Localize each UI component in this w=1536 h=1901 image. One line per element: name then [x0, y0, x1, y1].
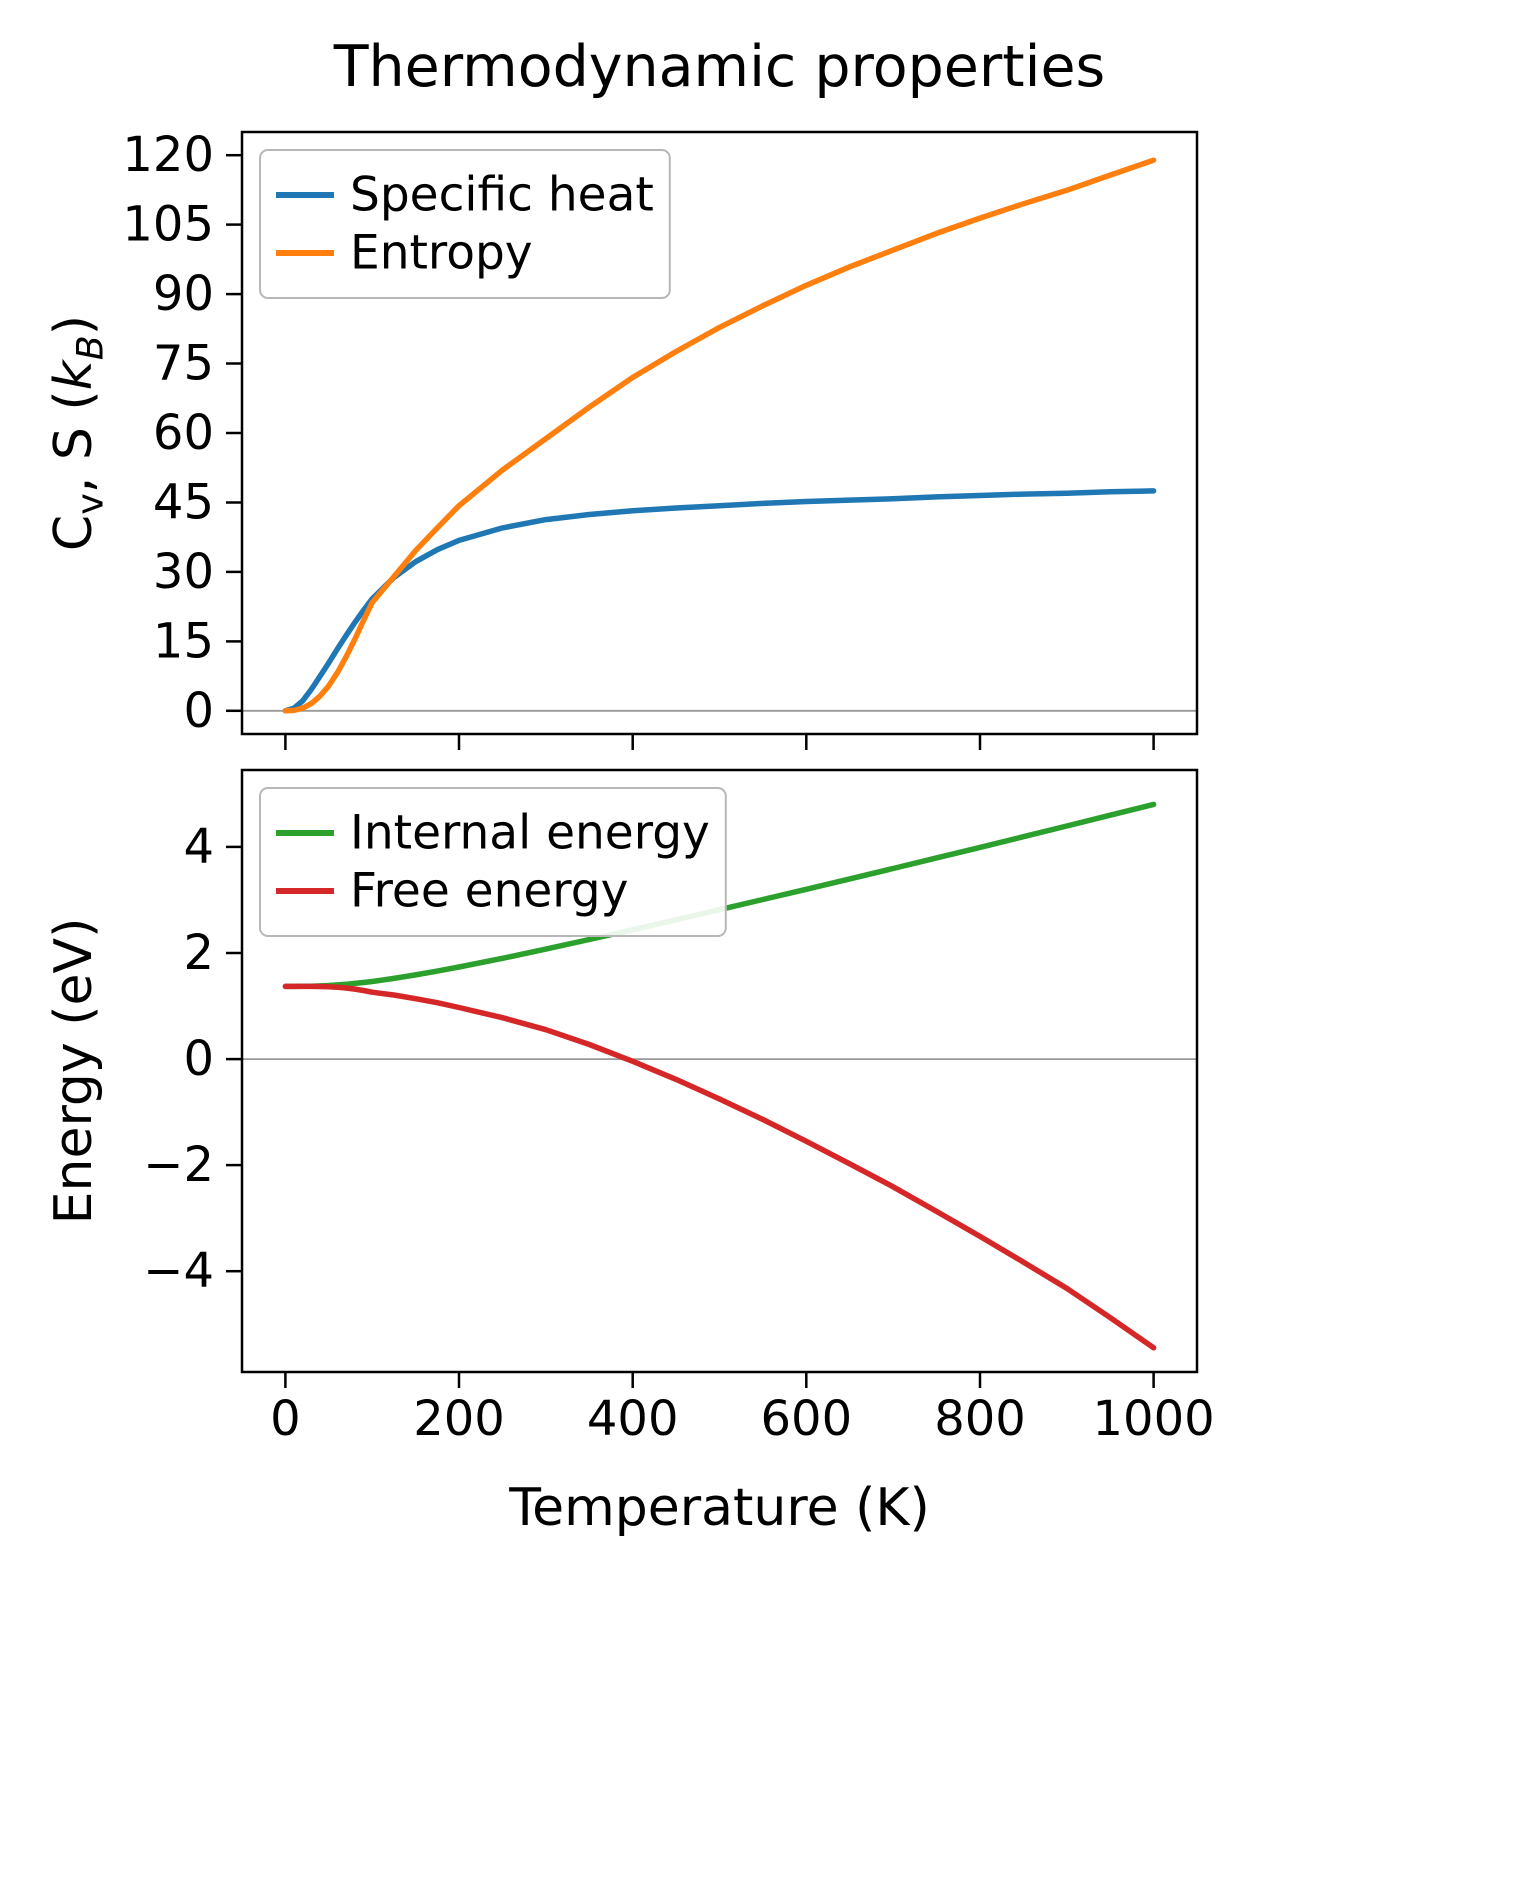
y-tick-label: 120 — [122, 127, 214, 183]
x-tick-label: 400 — [587, 1391, 679, 1447]
legend-label-free-energy: Free energy — [350, 864, 628, 919]
x-tick-label: 600 — [760, 1391, 852, 1447]
y-tick-label: 30 — [153, 544, 214, 600]
y-tick-label: −2 — [143, 1137, 214, 1193]
y-axis-label-bottom-text: Energy (eV) — [44, 917, 104, 1225]
y-tick-label: 60 — [153, 405, 214, 461]
y-tick-label: 90 — [153, 266, 214, 322]
y-tick-label: 105 — [122, 197, 214, 253]
y-tick-label: 45 — [153, 475, 214, 531]
y-tick-label: 0 — [183, 683, 214, 739]
x-tick-label: 1000 — [1093, 1391, 1215, 1447]
legend-box — [259, 149, 671, 299]
x-axis-label: Temperature (K) — [509, 1478, 930, 1538]
subplot-1: 0 200 400 600 800 1000 −4 −2 0 2 4 Internal energyF… — [143, 768, 1215, 1447]
legend-label-specific-heat: Specific heat — [350, 168, 654, 223]
y-tick-label: 75 — [153, 336, 214, 392]
legend-label-internal-energy: Internal energy — [350, 806, 710, 861]
y-tick-label: 0 — [183, 1031, 214, 1087]
y-axis-label-top-text: Cv, S (kB) — [44, 314, 112, 552]
x-tick-label: 800 — [934, 1391, 1026, 1447]
axes-frame — [240, 768, 1199, 1374]
legend-box — [259, 787, 727, 937]
x-tick-label: 0 — [270, 1391, 301, 1447]
series-line-entropy — [282, 157, 1157, 714]
series-line-free-energy — [282, 983, 1157, 1351]
y-tick-label: 4 — [183, 819, 214, 875]
x-tick-label: 200 — [413, 1391, 505, 1447]
y-tick-label: −4 — [143, 1243, 214, 1299]
legend-label-entropy: Entropy — [350, 226, 533, 281]
chart-title: Thermodynamic properties — [333, 34, 1106, 100]
y-tick-label: 2 — [183, 925, 214, 981]
y-tick-label: 15 — [153, 613, 214, 669]
series-line-specific-heat — [282, 488, 1157, 714]
